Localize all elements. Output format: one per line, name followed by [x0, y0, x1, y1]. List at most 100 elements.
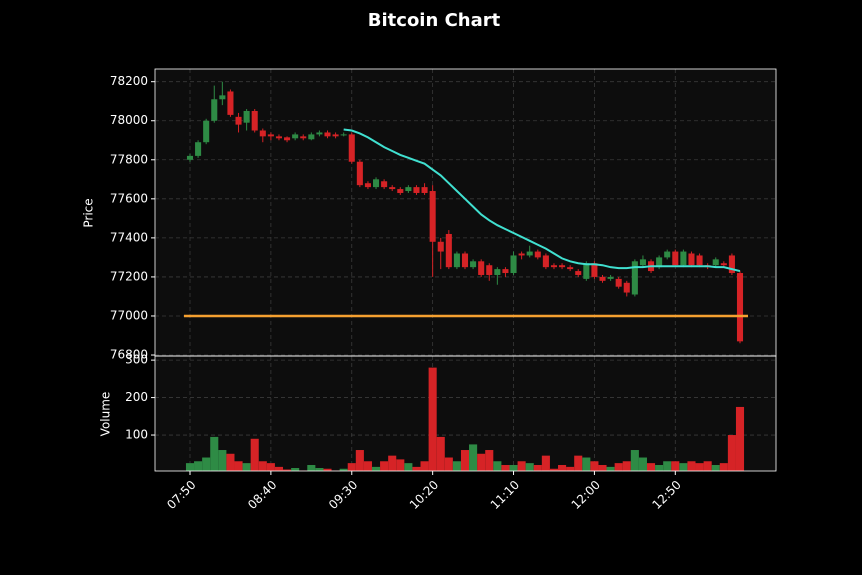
- volume-bar: [218, 450, 227, 471]
- volume-bar: [404, 463, 413, 471]
- candle-body: [437, 241, 444, 252]
- volume-bar: [598, 465, 607, 471]
- volume-bar: [185, 463, 195, 471]
- volume-bar: [574, 455, 583, 471]
- y-tick-label: 77000: [110, 308, 148, 322]
- volume-bar: [371, 466, 381, 471]
- volume-bar: [355, 450, 364, 471]
- volume-bar: [452, 461, 461, 471]
- candle-body: [542, 255, 549, 268]
- volume-bar: [687, 461, 696, 471]
- volume-bar: [509, 465, 518, 471]
- volume-bar: [541, 455, 550, 471]
- candle-body: [453, 253, 460, 268]
- volume-bar: [436, 436, 445, 471]
- volume-bar: [646, 463, 656, 471]
- candle-body: [502, 269, 509, 274]
- candle-body: [631, 261, 638, 295]
- candle-body: [397, 189, 404, 193]
- volume-bar: [210, 436, 219, 471]
- candle-body: [413, 187, 420, 193]
- volume-bar: [283, 469, 292, 471]
- candle-body: [696, 255, 703, 266]
- candle-body: [591, 263, 598, 277]
- volume-bar: [234, 461, 243, 471]
- candle-body: [494, 269, 501, 275]
- volume-bar: [485, 450, 494, 471]
- candle-body: [235, 116, 242, 125]
- candle-body: [615, 278, 622, 287]
- candle-body: [251, 110, 258, 131]
- candle-body: [599, 276, 606, 281]
- volume-bar: [703, 461, 712, 471]
- volume-bar: [339, 468, 348, 471]
- volume-bar: [250, 438, 259, 471]
- candle-body: [429, 191, 436, 242]
- panel-frame: [154, 355, 777, 472]
- volume-bar: [622, 461, 631, 471]
- candle-body: [316, 132, 323, 135]
- candle-body: [623, 282, 630, 293]
- volume-bar: [525, 463, 534, 471]
- y-tick-label: 78000: [110, 113, 148, 127]
- volume-bar: [347, 463, 356, 471]
- volume-bar: [323, 468, 332, 471]
- volume-bar: [202, 457, 211, 471]
- y-tick-label: 77400: [110, 230, 148, 244]
- volume-bar: [242, 463, 251, 471]
- candle-body: [348, 134, 355, 162]
- volume-bar: [380, 461, 389, 471]
- volume-bar: [258, 461, 267, 471]
- candle-body: [381, 181, 388, 188]
- volume-bar: [477, 453, 486, 471]
- candle-body: [445, 233, 452, 268]
- y-tick-label: 76800: [110, 348, 148, 362]
- volume-bar: [630, 450, 639, 471]
- volume-bar: [533, 465, 542, 471]
- y-tick-label: 100: [125, 428, 148, 442]
- volume-bar: [711, 465, 720, 471]
- volume-bar: [307, 465, 316, 471]
- candle-body: [405, 187, 412, 192]
- y-tick-label: 77200: [110, 269, 148, 283]
- chart-title: Bitcoin Chart: [368, 10, 501, 31]
- candle-body: [607, 276, 614, 279]
- candle-body: [656, 257, 663, 268]
- volume-bar: [412, 466, 421, 471]
- volume-bar: [460, 450, 470, 471]
- y-tick-label: 300: [125, 353, 148, 367]
- volume-bar: [582, 457, 591, 471]
- candle-body: [324, 132, 331, 137]
- candle-body: [688, 253, 695, 266]
- y-tick-label: 77600: [110, 191, 148, 205]
- candle-body: [664, 251, 671, 258]
- volume-bar: [566, 466, 575, 471]
- y-axis-label: Volume: [99, 392, 113, 437]
- volume-bar: [735, 406, 745, 471]
- candle-body: [736, 273, 744, 342]
- candle-body: [275, 136, 283, 139]
- y-tick-label: 200: [125, 390, 148, 404]
- volume-bar: [396, 459, 405, 471]
- volume-bar: [469, 444, 478, 471]
- candle-body: [728, 255, 735, 274]
- candle-body: [300, 136, 307, 139]
- price-panel: [155, 69, 776, 356]
- candle-body: [219, 95, 226, 100]
- candle-body: [203, 120, 210, 143]
- candle-body: [550, 265, 558, 268]
- volume-bar: [679, 463, 688, 471]
- candle-body: [510, 255, 517, 274]
- volume-bar: [266, 463, 275, 471]
- volume-bar: [727, 435, 736, 471]
- candle-body: [227, 91, 234, 115]
- volume-bar: [614, 463, 623, 471]
- volume-bar: [388, 455, 397, 471]
- candle-body: [421, 187, 428, 193]
- candle-body: [461, 253, 469, 268]
- candle-body: [680, 251, 687, 266]
- volume-bar: [501, 465, 510, 471]
- candle-body: [195, 142, 202, 156]
